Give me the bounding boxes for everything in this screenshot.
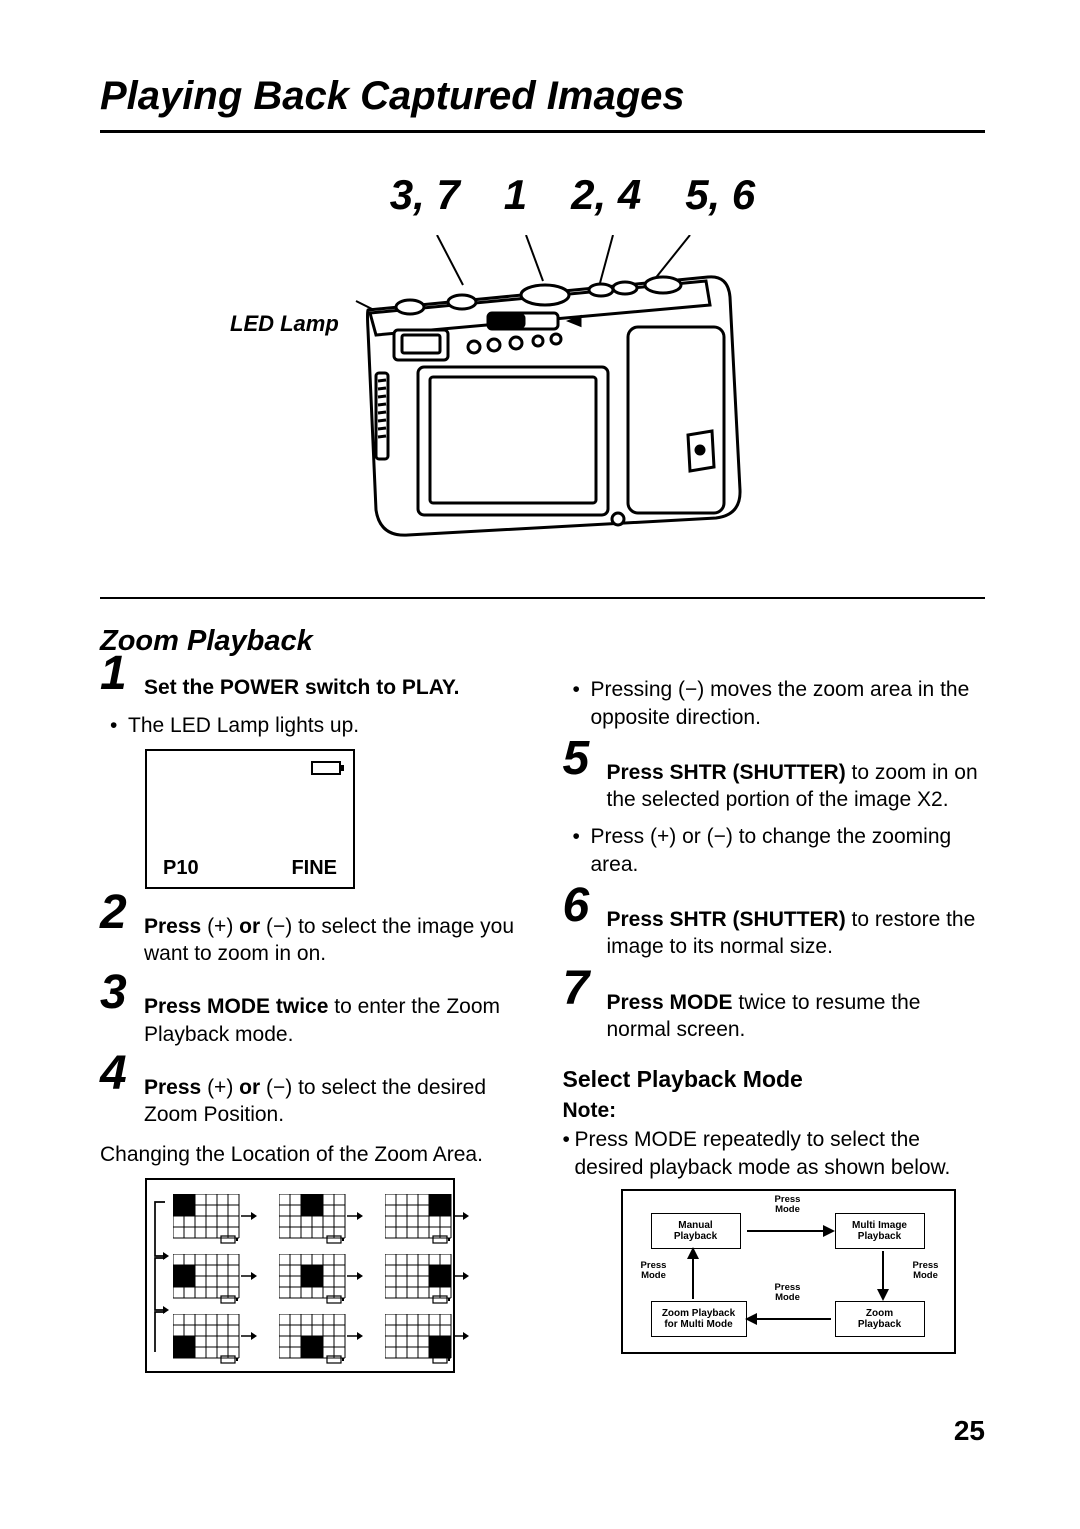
step-num-7: 7 xyxy=(563,965,590,1013)
zoom-grid-cell xyxy=(279,1254,363,1304)
camera-illustration xyxy=(328,235,758,545)
camera-diagram: 3, 7 1 2, 4 5, 6 LED Lamp xyxy=(100,168,985,545)
zoom-area-diagram xyxy=(145,1178,455,1373)
zoom-grid-cell xyxy=(173,1194,257,1244)
lcd-screen: P10 FINE xyxy=(145,749,355,889)
step-num-5: 5 xyxy=(563,735,590,783)
playback-mode-diagram: ManualPlayback Multi ImagePlayback Zoom … xyxy=(621,1189,956,1354)
zoom-grid-cell xyxy=(173,1314,257,1364)
zoom-grid-cell xyxy=(279,1314,363,1364)
battery-icon xyxy=(311,761,341,775)
led-lamp-label: LED Lamp xyxy=(230,310,339,339)
callout-56: 5, 6 xyxy=(685,168,755,223)
step-num-3: 3 xyxy=(100,969,127,1017)
note-label: Note: xyxy=(563,1097,986,1124)
select-playback-heading: Select Playback Mode xyxy=(563,1065,986,1095)
step-3: 3 Press MODE twice to enter the Zoom Pla… xyxy=(100,987,523,1048)
pressing-minus-bullet: Pressing (−) moves the zoom area in the … xyxy=(573,676,986,731)
callout-1: 1 xyxy=(504,168,527,223)
zoom-grid-cell xyxy=(173,1254,257,1304)
zoom-grid-cell xyxy=(385,1314,469,1364)
step-num-2: 2 xyxy=(100,889,127,937)
step-1: 1 Set the POWER switch to PLAY. xyxy=(100,668,523,701)
zoom-grid-cell xyxy=(279,1194,363,1244)
left-column: 1 Set the POWER switch to PLAY. The LED … xyxy=(100,668,523,1373)
note-text: •Press MODE repeatedly to select the des… xyxy=(563,1126,986,1181)
callout-24: 2, 4 xyxy=(571,168,641,223)
step1-bullet: The LED Lamp lights up. xyxy=(110,712,523,739)
step-5: 5 Press SHTR (SHUTTER) to zoom in on the… xyxy=(563,753,986,814)
step-6: 6 Press SHTR (SHUTTER) to restore the im… xyxy=(563,900,986,961)
page-title: Playing Back Captured Images xyxy=(100,70,985,133)
screen-fine: FINE xyxy=(291,855,337,881)
loop-arrows xyxy=(151,1192,171,1362)
zoom-playback-heading: Zoom Playback xyxy=(100,623,985,661)
screen-p10: P10 xyxy=(163,855,199,881)
page-number: 25 xyxy=(100,1413,985,1449)
zoom-grid-cell xyxy=(385,1194,469,1244)
step-7: 7 Press MODE twice to resume the normal … xyxy=(563,983,986,1044)
right-column: Pressing (−) moves the zoom area in the … xyxy=(563,668,986,1373)
step-num-1: 1 xyxy=(100,650,127,698)
step5-bullet: Press (+) or (−) to change the zooming a… xyxy=(573,823,986,878)
zoom-grid-cell xyxy=(385,1254,469,1304)
step-num-6: 6 xyxy=(563,882,590,930)
step-4: 4 Press (+) or (−) to select the desired… xyxy=(100,1068,523,1129)
divider xyxy=(100,597,985,599)
step-num-4: 4 xyxy=(100,1050,127,1098)
changing-text: Changing the Location of the Zoom Area. xyxy=(100,1141,523,1168)
step-2: 2 Press (+) or (−) to select the image y… xyxy=(100,907,523,968)
callout-37: 3, 7 xyxy=(390,168,460,223)
